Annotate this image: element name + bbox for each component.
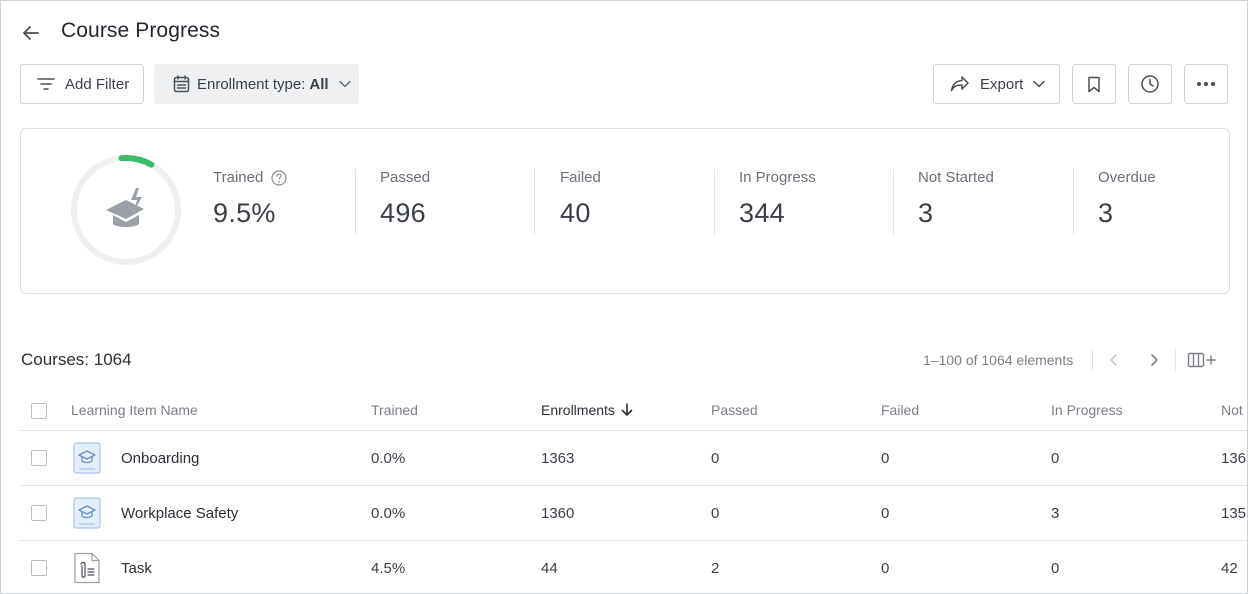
summary-card: Trained 9.5% Passed 496 Failed 40 In Pro… (20, 128, 1230, 294)
clock-icon (1141, 75, 1159, 93)
table-row[interactable]: Task 4.5% 44 2 0 0 42 (20, 541, 1247, 593)
stat-value: 3 (1098, 198, 1114, 228)
row-trained: 0.0% (371, 450, 406, 467)
stat-label: Passed (380, 169, 431, 186)
chevron-left-icon (1110, 354, 1117, 366)
calendar-icon (173, 75, 190, 93)
stat-failed: Failed 40 (560, 169, 601, 235)
row-failed: 0 (881, 505, 890, 522)
stat-label: In Progress (739, 169, 816, 186)
export-label: Export (980, 75, 1024, 93)
row-in-progress: 3 (1051, 505, 1060, 522)
stat-divider (534, 169, 535, 235)
export-button[interactable]: Export (933, 64, 1060, 104)
graduation-cap-icon (106, 188, 144, 227)
chevron-down-icon (1033, 80, 1046, 88)
add-filter-label: Add Filter (65, 75, 130, 93)
row-checkbox[interactable] (31, 560, 47, 576)
stat-label: Failed (560, 169, 601, 186)
row-passed: 0 (711, 505, 720, 522)
stat-overdue: Overdue 3 (1098, 169, 1156, 235)
stat-passed: Passed 496 (380, 169, 430, 235)
toolbar-divider (1175, 349, 1176, 371)
row-passed: 2 (711, 560, 720, 577)
bookmark-button[interactable] (1072, 64, 1116, 104)
stat-in-progress: In Progress 344 (739, 169, 816, 235)
stat-not-started: Not Started 3 (918, 169, 994, 235)
row-in-progress: 0 (1051, 450, 1060, 467)
row-failed: 0 (881, 450, 890, 467)
row-not-started: 42 (1221, 560, 1238, 577)
row-checkbox[interactable] (31, 450, 47, 466)
select-all-checkbox[interactable] (31, 403, 47, 419)
trained-progress-ring (71, 155, 181, 265)
enrollment-type-prefix: Enrollment type: (197, 75, 306, 93)
row-trained: 0.0% (371, 505, 406, 522)
column-header-name[interactable]: Learning Item Name (71, 402, 198, 418)
pagination-divider (1092, 349, 1093, 371)
column-header-failed[interactable]: Failed (881, 402, 920, 418)
courses-count-title: Courses: 1064 (21, 350, 132, 369)
stat-divider (355, 169, 356, 235)
stat-value: 496 (380, 198, 426, 228)
add-column-button[interactable] (1187, 351, 1219, 374)
stat-divider (893, 169, 894, 235)
bookmark-icon (1088, 76, 1100, 92)
table-row[interactable]: Workplace Safety 0.0% 1360 0 0 3 1357 (20, 486, 1247, 541)
course-icon (73, 442, 101, 474)
column-header-trained[interactable]: Trained (371, 402, 418, 418)
more-horizontal-icon (1197, 82, 1215, 86)
table-header: Learning Item Name Trained Enrollments P… (20, 390, 1247, 431)
chevron-right-icon (1151, 354, 1158, 366)
stat-value: 40 (560, 198, 591, 228)
stat-value: 344 (739, 198, 785, 228)
more-options-button[interactable] (1184, 64, 1228, 104)
stat-value: 9.5% (213, 198, 276, 228)
pagination-range: 1–100 of 1064 elements (923, 352, 1074, 368)
stat-label: Overdue (1098, 169, 1156, 186)
share-arrow-icon (950, 76, 969, 92)
row-enrollments: 1360 (541, 505, 575, 522)
row-checkbox[interactable] (31, 505, 47, 521)
column-header-enrollments[interactable]: Enrollments (541, 402, 633, 418)
stat-trained: Trained 9.5% (213, 169, 287, 235)
row-name[interactable]: Onboarding (121, 450, 200, 467)
history-button[interactable] (1128, 64, 1172, 104)
row-enrollments: 1363 (541, 450, 575, 467)
next-page-button[interactable] (1145, 351, 1163, 374)
task-icon (74, 552, 100, 584)
row-not-started: 1363 (1221, 450, 1247, 467)
enrollment-type-dropdown[interactable]: Enrollment type: All (154, 64, 359, 104)
column-header-enrollments-label: Enrollments (541, 402, 615, 418)
stat-label: Trained (213, 169, 264, 186)
add-filter-button[interactable]: Add Filter (20, 64, 144, 104)
row-enrollments: 44 (541, 560, 558, 577)
filter-icon (37, 78, 55, 90)
row-failed: 0 (881, 560, 890, 577)
row-trained: 4.5% (371, 560, 406, 577)
enrollment-type-value: All (309, 75, 329, 93)
column-header-not-started[interactable]: Not S (1221, 402, 1247, 418)
column-header-passed[interactable]: Passed (711, 402, 758, 418)
row-name[interactable]: Task (121, 560, 152, 577)
previous-page-button[interactable] (1105, 351, 1123, 374)
sort-descending-arrow-icon (621, 403, 633, 416)
row-name[interactable]: Workplace Safety (121, 505, 239, 522)
help-icon[interactable] (271, 169, 287, 186)
column-header-in-progress[interactable]: In Progress (1051, 402, 1123, 418)
stat-divider (714, 169, 715, 235)
row-not-started: 1357 (1221, 505, 1247, 522)
columns-add-icon (1187, 352, 1216, 368)
course-icon (73, 497, 101, 529)
stat-divider (1073, 169, 1074, 235)
row-passed: 0 (711, 450, 720, 467)
stat-label: Not Started (918, 169, 994, 186)
stat-value: 3 (918, 198, 934, 228)
table-row[interactable]: Onboarding 0.0% 1363 0 0 0 1363 (20, 431, 1247, 486)
back-arrow-icon[interactable] (19, 21, 43, 45)
row-in-progress: 0 (1051, 560, 1060, 577)
chevron-down-icon (338, 80, 351, 88)
page-title: Course Progress (61, 19, 221, 42)
